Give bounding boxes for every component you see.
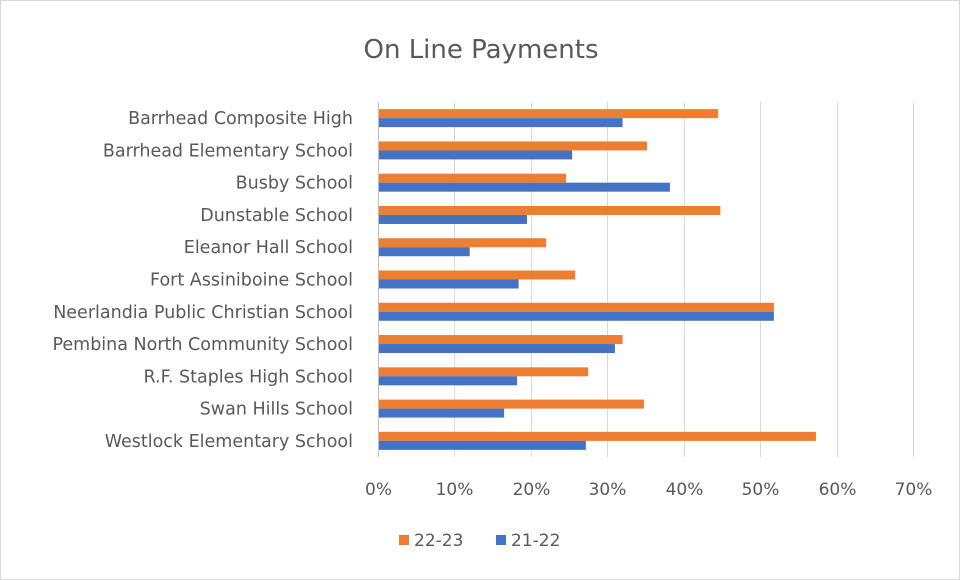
bars <box>379 109 816 450</box>
bar-22-23-barrhead-elementary-school <box>379 141 648 151</box>
category-label: Barrhead Composite High <box>128 109 353 129</box>
category-label: R.F. Staples High School <box>144 367 353 387</box>
category-label: Pembina North Community School <box>52 335 353 355</box>
bar-21-22-pembina-north-community-school <box>379 344 615 354</box>
legend-swatch-22-23 <box>399 535 409 545</box>
legend-label-22-23: 22-23 <box>414 531 463 551</box>
x-tick-label: 0% <box>365 480 392 500</box>
x-tick-label: 70% <box>895 480 933 500</box>
category-label: Westlock Elementary School <box>105 432 353 452</box>
x-tick-label: 40% <box>666 480 704 500</box>
x-tick-labels: 0% 10% 20% 30% 40% 50% 60% 70% <box>365 480 932 500</box>
bar-21-22-fort-assiniboine-school <box>379 279 519 289</box>
bar-22-23-neerlandia-public-christian-school <box>379 302 774 312</box>
x-tick-label: 10% <box>436 480 474 500</box>
x-tick-label: 60% <box>819 480 857 500</box>
bar-21-22-eleanor-hall-school <box>379 247 470 257</box>
x-tick-label: 30% <box>589 480 627 500</box>
bar-21-22-swan-hills-school <box>379 408 505 418</box>
x-tick-label: 50% <box>742 480 780 500</box>
bar-22-23-swan-hills-school <box>379 399 644 409</box>
legend-label-21-22: 21-22 <box>511 531 560 551</box>
bar-21-22-barrhead-composite-high <box>379 118 623 128</box>
category-label: Swan Hills School <box>200 400 353 420</box>
category-label: Eleanor Hall School <box>184 238 353 258</box>
bar-22-23-dunstable-school <box>379 205 721 215</box>
category-label: Dunstable School <box>200 206 353 226</box>
bar-21-22-dunstable-school <box>379 214 528 224</box>
category-label: Neerlandia Public Christian School <box>53 303 353 323</box>
category-label: Busby School <box>236 174 353 194</box>
gridlines <box>378 102 914 457</box>
bar-22-23-westlock-elementary-school <box>379 431 816 441</box>
legend: 22-23 21-22 <box>399 531 560 551</box>
bar-21-22-r-f-staples-high-school <box>379 376 518 386</box>
bar-22-23-busby-school <box>379 173 567 183</box>
legend-swatch-21-22 <box>496 535 506 545</box>
category-label: Fort Assiniboine School <box>150 271 353 291</box>
category-label: Barrhead Elementary School <box>103 141 353 161</box>
bar-22-23-eleanor-hall-school <box>379 238 547 248</box>
x-tick-label: 20% <box>513 480 551 500</box>
bar-22-23-barrhead-composite-high <box>379 109 719 119</box>
bar-21-22-barrhead-elementary-school <box>379 150 573 160</box>
category-labels: Barrhead Composite High Barrhead Elementa… <box>52 109 353 452</box>
bar-21-22-neerlandia-public-christian-school <box>379 311 774 321</box>
chart-title: On Line Payments <box>363 35 598 65</box>
bar-22-23-pembina-north-community-school <box>379 335 623 345</box>
bar-21-22-westlock-elementary-school <box>379 440 586 450</box>
bar-21-22-busby-school <box>379 182 670 192</box>
bar-22-23-fort-assiniboine-school <box>379 270 576 280</box>
bar-22-23-r-f-staples-high-school <box>379 367 589 377</box>
